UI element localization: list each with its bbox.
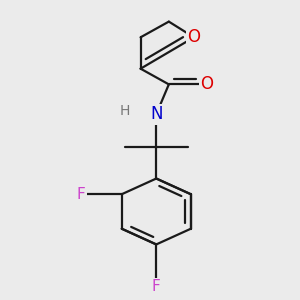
Text: H: H: [119, 104, 130, 118]
Text: N: N: [150, 105, 163, 123]
Text: O: O: [188, 28, 200, 46]
Text: F: F: [152, 279, 161, 294]
Text: O: O: [200, 75, 213, 93]
Text: F: F: [77, 187, 86, 202]
